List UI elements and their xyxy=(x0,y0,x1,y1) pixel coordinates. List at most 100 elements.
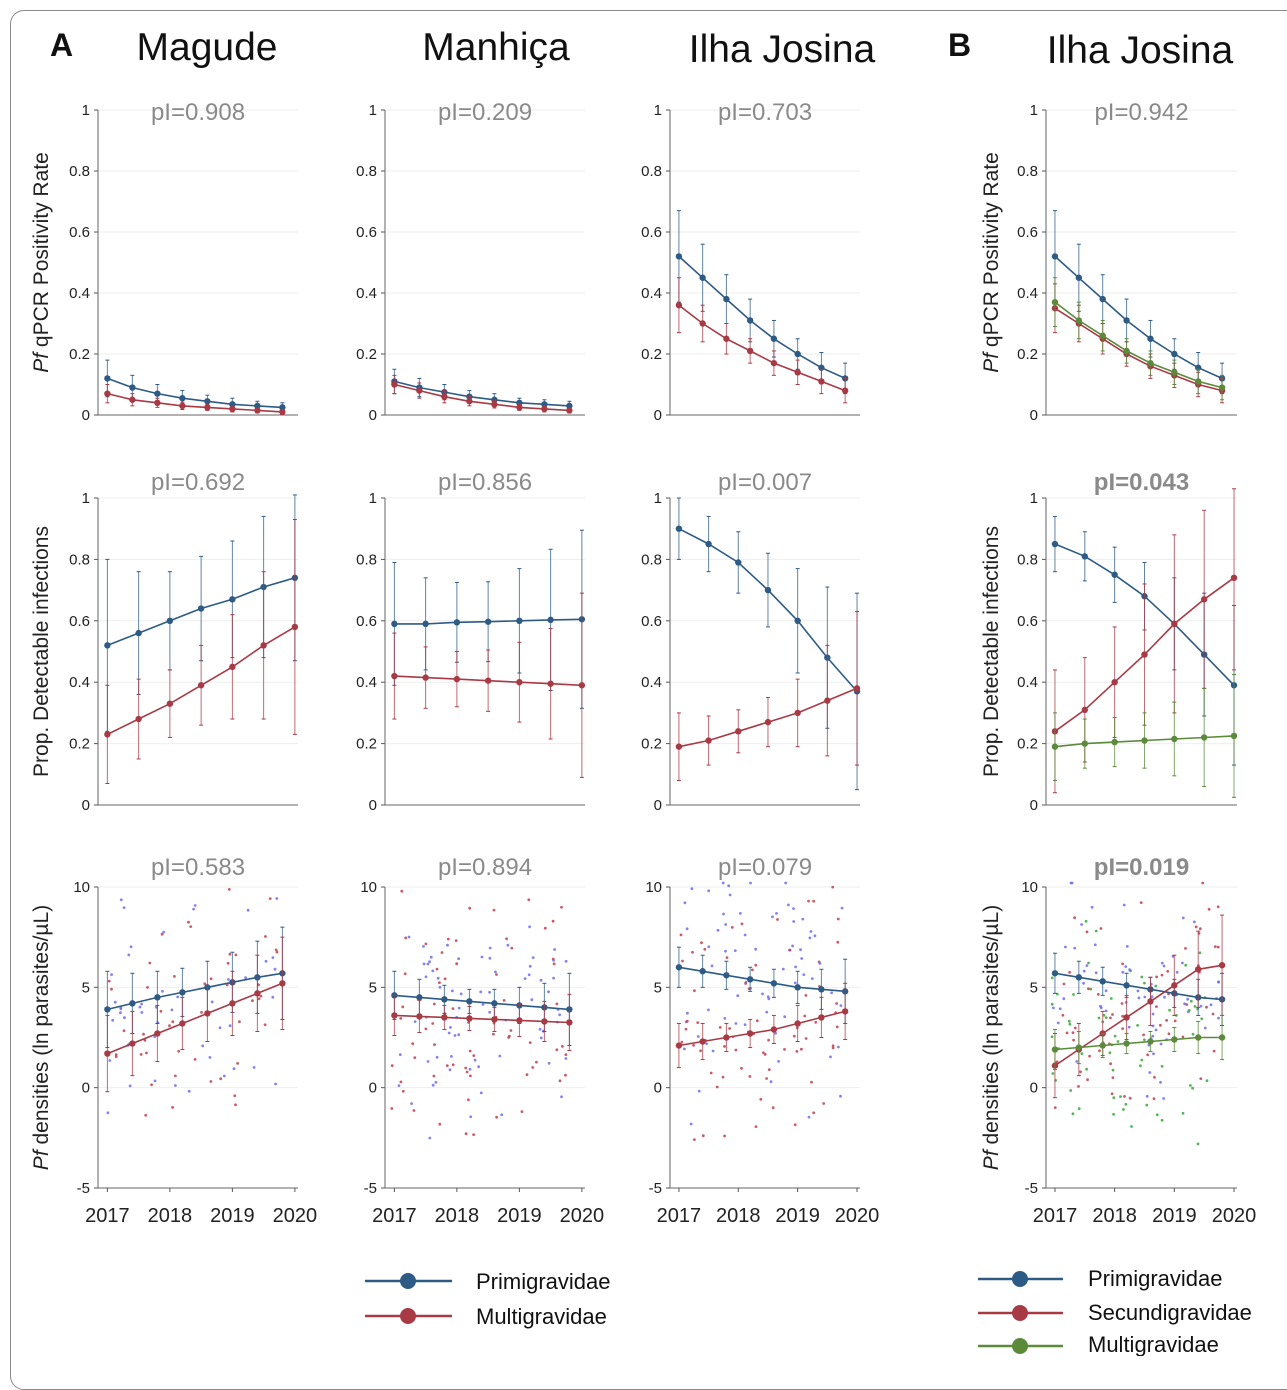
p-value-label: pI=0.942 xyxy=(1094,99,1188,126)
scatter-point xyxy=(543,926,547,930)
data-point xyxy=(416,387,423,394)
data-point xyxy=(794,709,801,717)
y-tick-label: 0 xyxy=(82,407,90,424)
scatter-point xyxy=(531,1066,535,1069)
series-multiA xyxy=(391,592,586,778)
scatter-point xyxy=(129,945,133,949)
scatter-point xyxy=(1184,963,1188,967)
data-point xyxy=(1051,743,1059,750)
scatter-point xyxy=(438,981,441,985)
scatter-point xyxy=(106,1111,110,1115)
scatter-point xyxy=(1211,1012,1215,1016)
scatter-point xyxy=(128,1084,132,1088)
data-point xyxy=(566,402,573,410)
data-point xyxy=(746,347,754,355)
scatter-point xyxy=(127,953,131,957)
scatter-point xyxy=(1099,927,1103,930)
series-line xyxy=(107,982,283,1055)
y-tick-label: 10 xyxy=(645,879,662,896)
scatter-point xyxy=(1121,1027,1124,1030)
data-point xyxy=(1123,1040,1130,1047)
scatter-point xyxy=(547,990,550,994)
scatter-point xyxy=(765,1077,768,1080)
data-point xyxy=(484,618,492,625)
data-point xyxy=(422,674,429,681)
scatter-point xyxy=(401,1089,405,1093)
data-point xyxy=(1171,1036,1178,1043)
legend-a-label-primi: Primigravidae xyxy=(476,1269,611,1294)
scatter-point xyxy=(187,920,190,924)
scatter-point xyxy=(1109,1016,1112,1020)
y-axis-label-italic: Pf xyxy=(30,1148,53,1170)
scatter-point xyxy=(1089,987,1093,991)
data-point xyxy=(794,1020,801,1027)
scatter-point xyxy=(1121,1014,1124,1018)
scatter-point xyxy=(140,1002,144,1006)
x-tick-label: 2019 xyxy=(1152,1205,1197,1227)
scatter-point xyxy=(431,1083,435,1087)
scatter-point xyxy=(445,1064,449,1067)
scatter-point xyxy=(390,1064,394,1067)
scatter-point xyxy=(1124,965,1128,968)
scatter-point xyxy=(1090,905,1094,909)
scatter-point xyxy=(481,1003,485,1006)
scatter-point xyxy=(1185,1003,1189,1006)
scatter-point xyxy=(1153,1075,1156,1079)
scatter-point xyxy=(561,1045,564,1048)
data-point xyxy=(154,994,161,1001)
scatter-point xyxy=(500,1113,504,1117)
series-line xyxy=(1054,1036,1223,1051)
data-point xyxy=(204,398,211,405)
scatter-point xyxy=(1200,1017,1204,1021)
x-tick-label: 2020 xyxy=(1212,1205,1257,1227)
scatter-point xyxy=(1072,993,1075,996)
data-point xyxy=(770,1026,778,1033)
series-line xyxy=(107,377,283,409)
scatter-point xyxy=(754,963,758,967)
scatter-point xyxy=(751,968,754,972)
legend-b-label-multi: Multigravidae xyxy=(1088,1332,1219,1356)
scatter-point xyxy=(1121,970,1125,974)
chart-dens-ilha-b: -5 0 5 10 2017 2018 2019 2020 pI=0.019 xyxy=(1021,854,1256,1227)
data-point xyxy=(1141,737,1148,744)
y-tick-label: 0.6 xyxy=(356,224,377,241)
scatter-point xyxy=(145,1051,148,1055)
y-tick-label: 0 xyxy=(654,407,662,424)
scatter-point xyxy=(110,987,113,991)
scatter-point xyxy=(193,904,197,907)
scatter-point xyxy=(246,908,250,912)
data-point xyxy=(1218,962,1226,969)
scatter-point xyxy=(1079,1070,1082,1074)
scatter-point xyxy=(1061,1013,1065,1017)
scatter-point xyxy=(1160,1118,1164,1122)
scatter-point xyxy=(1102,1013,1106,1017)
scatter-point xyxy=(107,979,111,983)
series-line xyxy=(1054,255,1223,380)
series-line xyxy=(394,380,570,407)
scatter-point xyxy=(734,1022,738,1025)
scatter-point xyxy=(1217,980,1220,984)
scatter-point xyxy=(436,976,440,980)
x-tick-label: 2018 xyxy=(435,1205,480,1227)
scatter-point xyxy=(1154,1028,1158,1032)
scatter-point xyxy=(1085,1067,1088,1071)
scatter-point xyxy=(234,1103,237,1107)
scatter-point xyxy=(455,962,459,966)
scatter-point xyxy=(530,998,534,1002)
y-tick-label: 0.8 xyxy=(356,163,377,180)
y-tick-label: -5 xyxy=(1025,1180,1038,1197)
scatter-point xyxy=(498,1054,502,1058)
data-point xyxy=(675,964,683,971)
scatter-point xyxy=(800,1047,803,1051)
scatter-point xyxy=(740,1066,743,1070)
y-tick-label: 10 xyxy=(360,879,377,896)
scatter-point xyxy=(1051,1072,1055,1075)
y-tick-label: 0 xyxy=(1030,797,1038,814)
scatter-point xyxy=(691,950,694,954)
data-point xyxy=(1099,1042,1106,1049)
scatter-point xyxy=(1119,1095,1122,1098)
scatter-point xyxy=(119,1006,123,1010)
scatter-point xyxy=(139,1053,143,1056)
series-primi xyxy=(391,970,573,1047)
scatter-point xyxy=(1068,971,1071,974)
